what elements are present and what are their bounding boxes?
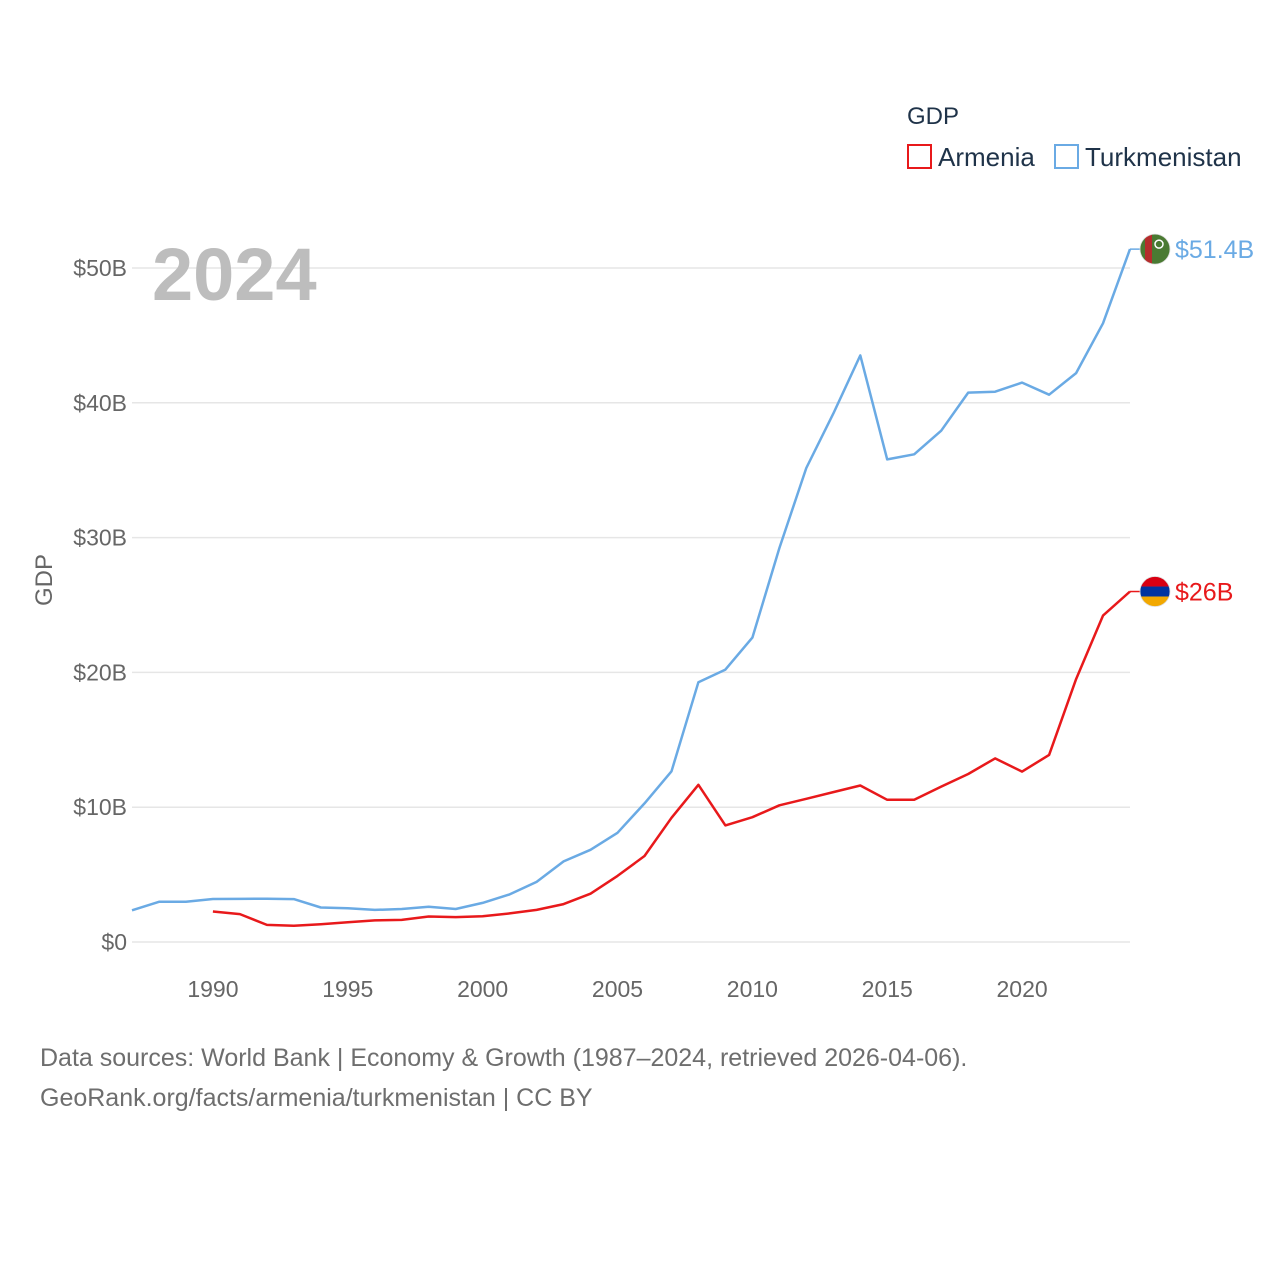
y-tick-label: $0	[101, 929, 127, 955]
legend-swatch-armenia	[907, 144, 932, 169]
year-label: 2024	[152, 233, 317, 316]
x-tick-label: 2005	[592, 976, 643, 1002]
x-tick-label: 1990	[187, 976, 238, 1002]
series-line-turkmenistan	[131, 248, 1132, 912]
x-tick-label: 2020	[997, 976, 1048, 1002]
legend-label-armenia: Armenia	[938, 142, 1035, 172]
footer-attribution[interactable]: GeoRank.org/facts/armenia/turkmenistan |…	[40, 1084, 593, 1112]
armenia-flag-icon	[1139, 576, 1171, 607]
y-tick-label: $10B	[73, 794, 127, 820]
footer-sources: Data sources: World Bank | Economy & Gro…	[40, 1044, 968, 1072]
legend: GDP Armenia Turkmenistan	[907, 103, 1242, 172]
y-tick-label: $40B	[73, 390, 127, 416]
series-lines	[131, 248, 1132, 928]
end-label-armenia: $26B	[1175, 579, 1233, 607]
legend-item-turkmenistan[interactable]: Turkmenistan	[1054, 142, 1242, 172]
x-tick-label: 1995	[322, 976, 373, 1002]
end-markers: $26B $51.4B	[1130, 233, 1254, 607]
x-tick-label: 2010	[727, 976, 778, 1002]
legend-swatch-turkmenistan	[1054, 144, 1079, 169]
y-axis-ticks: $0 $10B $20B $30B $40B $50B	[73, 255, 127, 955]
x-tick-label: 2015	[862, 976, 913, 1002]
y-axis-title: GDP	[31, 554, 58, 606]
legend-title: GDP	[907, 103, 959, 130]
y-tick-label: $20B	[73, 659, 127, 685]
y-tick-label: $50B	[73, 255, 127, 281]
end-label-turkmenistan: $51.4B	[1175, 236, 1254, 264]
x-tick-label: 2000	[457, 976, 508, 1002]
legend-label-turkmenistan: Turkmenistan	[1085, 142, 1242, 172]
turkmenistan-flag-icon	[1139, 233, 1171, 265]
x-axis-ticks: 1990 1995 2000 2005 2010 2015 2020	[187, 976, 1047, 1002]
legend-item-armenia[interactable]: Armenia	[907, 142, 1035, 172]
y-tick-label: $30B	[73, 525, 127, 551]
gridlines	[132, 267, 1130, 943]
series-line-armenia	[212, 590, 1131, 928]
